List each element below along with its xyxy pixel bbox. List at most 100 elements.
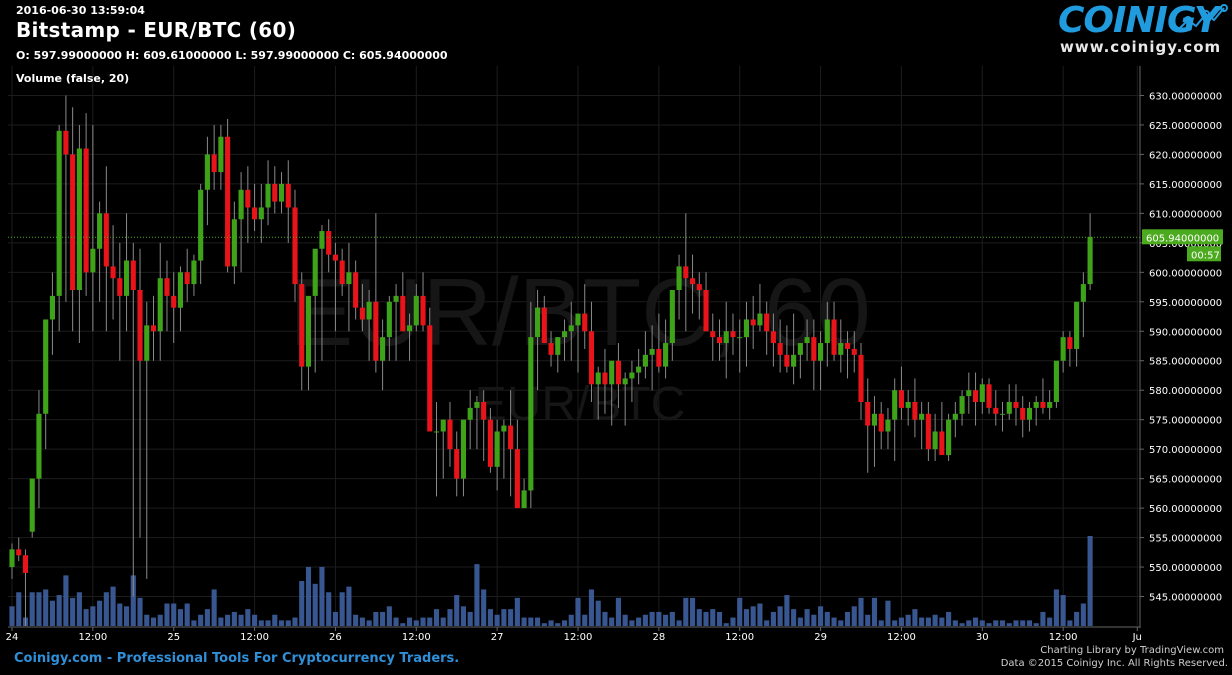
- candle-body: [514, 449, 520, 509]
- volume-bar: [946, 611, 952, 626]
- candles: [9, 95, 1093, 626]
- volume-bar: [245, 609, 251, 626]
- volume-bar: [629, 620, 635, 626]
- candle-body: [871, 413, 878, 426]
- candle-body: [649, 348, 655, 355]
- candle-body: [359, 307, 365, 320]
- volume-bar: [939, 617, 945, 626]
- volume-bar: [932, 614, 938, 626]
- candle-body: [49, 295, 55, 320]
- y-tick-label: 595.00000000: [1149, 298, 1222, 309]
- candle-body: [730, 331, 736, 338]
- volume-bar: [784, 595, 790, 626]
- volume-bar: [70, 597, 76, 626]
- volume-bar: [474, 564, 480, 626]
- volume-bar: [548, 620, 554, 626]
- footer-tagline[interactable]: Coinigy.com - Professional Tools For Cry…: [14, 651, 460, 666]
- volume-bar: [696, 609, 702, 626]
- y-tick-label: 550.00000000: [1149, 563, 1222, 574]
- candle-body: [636, 366, 642, 373]
- candle-body: [878, 413, 884, 432]
- volume-bar: [656, 611, 662, 626]
- volume-bar: [737, 597, 743, 626]
- volume-bar: [16, 592, 22, 626]
- y-tick-label: 555.00000000: [1149, 534, 1222, 545]
- volume-bar: [285, 620, 291, 626]
- candle-body: [521, 490, 527, 509]
- volume-bar: [272, 614, 278, 626]
- volume-bar: [420, 617, 426, 626]
- candle-body: [609, 360, 615, 385]
- candle-body: [905, 402, 911, 408]
- x-axis: 24 12:00 25 12:00 26 12:00 27 12:00 28 12:00 29 12:…: [6, 626, 1142, 643]
- volume-bar: [467, 611, 473, 626]
- candle-body: [885, 419, 891, 432]
- candle-body: [710, 331, 716, 338]
- candle-body: [898, 390, 904, 408]
- candle-body: [784, 354, 790, 367]
- logo-word: COINIGY: [1058, 0, 1220, 41]
- volume-bar: [346, 586, 352, 626]
- x-tick-label: 12:00: [725, 632, 754, 643]
- volume-bar: [326, 592, 332, 626]
- x-tick-label: 29: [814, 632, 827, 643]
- volume-bar: [676, 620, 682, 626]
- volume-bar: [952, 620, 958, 626]
- candle-body: [1040, 402, 1046, 408]
- volume-bar: [521, 617, 527, 626]
- candle-body: [972, 390, 979, 402]
- volume-bar: [575, 597, 581, 626]
- volume-bar: [885, 600, 891, 626]
- chart-title: Bitstamp - EUR/BTC (60): [16, 18, 297, 42]
- y-axis: 545.00000000 550.00000000 555.00000000 560.…: [1139, 66, 1223, 628]
- volume-bar: [258, 620, 264, 626]
- volume-study-label[interactable]: Volume (false, 20): [16, 72, 130, 85]
- volume-bar: [400, 623, 406, 626]
- volume-bar: [1040, 611, 1046, 626]
- candle-body: [1053, 360, 1059, 402]
- candle-body: [171, 295, 177, 308]
- candle-body: [663, 343, 669, 367]
- candle-body: [993, 407, 999, 414]
- coinigy-logo[interactable]: COINIGY www.coinigy.com: [1058, 0, 1232, 60]
- volume-bar: [797, 617, 803, 626]
- volume-bar: [622, 614, 628, 626]
- candle-body: [851, 348, 857, 355]
- candle-body: [211, 154, 217, 173]
- candle-body: [386, 301, 392, 338]
- candle-body: [258, 207, 264, 220]
- candle-body: [561, 331, 568, 338]
- volume-bar: [871, 597, 878, 626]
- candle-body: [252, 207, 258, 220]
- volume-bar: [1020, 620, 1026, 626]
- x-tick-label: Ju: [1132, 632, 1142, 643]
- candle-body: [43, 319, 49, 414]
- volume-bar: [1026, 620, 1033, 626]
- volume-bar: [750, 606, 756, 626]
- volume-bar: [433, 609, 440, 626]
- volume-bar: [588, 589, 595, 626]
- volume-bar: [487, 609, 493, 626]
- candle-body: [76, 148, 82, 290]
- volume-bar: [312, 583, 318, 626]
- candle-body: [932, 431, 938, 450]
- candle-body: [892, 390, 898, 420]
- candle-body: [265, 183, 271, 208]
- candle-body: [380, 337, 386, 361]
- ohlc-readout: O: 597.99000000 H: 609.61000000 L: 597.9…: [16, 49, 448, 62]
- candle-body: [595, 372, 601, 385]
- candle-body: [588, 331, 595, 385]
- candle-body: [919, 413, 925, 420]
- y-tick-label: 585.00000000: [1149, 357, 1222, 368]
- y-tick-label: 560.00000000: [1149, 504, 1222, 515]
- volume-bar: [642, 614, 648, 626]
- candle-body: [292, 207, 298, 285]
- volume-bar: [76, 592, 82, 626]
- volume-bar: [332, 611, 338, 626]
- y-tick-label: 605.00000000: [1149, 239, 1222, 250]
- y-tick-label: 610.00000000: [1149, 209, 1222, 220]
- volume-bar: [97, 600, 103, 626]
- candle-body: [319, 231, 325, 249]
- volume-bar: [231, 611, 237, 626]
